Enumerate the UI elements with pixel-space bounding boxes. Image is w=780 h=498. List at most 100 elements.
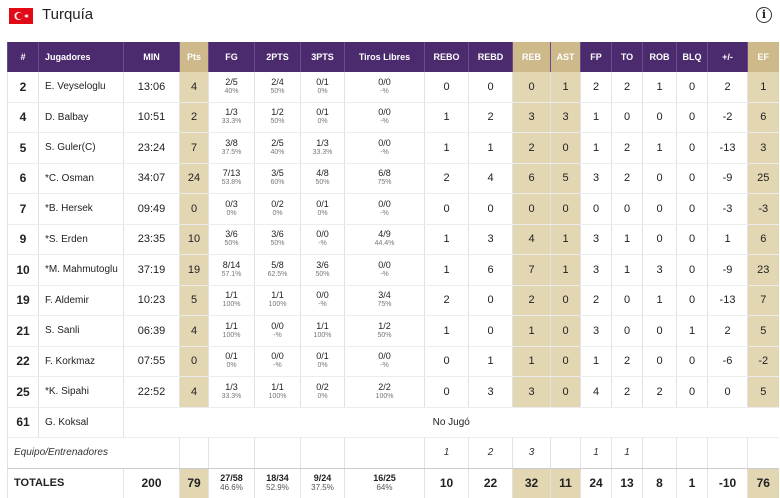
three-pointers-made: 0/0 (316, 229, 329, 240)
assists: 1 (550, 72, 581, 103)
player-name[interactable]: E. Veyseloglu (38, 72, 124, 103)
defensive-rebounds: 4 (468, 163, 513, 194)
field-goals-made: 8/14 (222, 259, 241, 270)
empty-cell (208, 437, 255, 469)
efficiency: -2 (747, 346, 779, 377)
two-pointers: 1/1 100% (254, 376, 301, 408)
empty-cell (300, 437, 345, 469)
column-header-ast[interactable]: AST (550, 42, 581, 72)
points: 5 (179, 285, 209, 316)
defensive-rebounds: 2 (468, 437, 513, 469)
player-name[interactable]: *C. Osman (38, 163, 124, 194)
column-header-pts[interactable]: Pts (179, 42, 209, 72)
column-header-rebd[interactable]: REBD (468, 42, 513, 72)
column-header-rob[interactable]: ROB (642, 42, 677, 72)
player-name[interactable]: F. Korkmaz (38, 346, 124, 377)
column-header-to[interactable]: TO (611, 42, 643, 72)
two-pointers-pct: 60% (270, 179, 285, 187)
minutes: 23:24 (123, 132, 180, 164)
offensive-rebounds: 1 (424, 437, 469, 469)
column-header-[interactable]: # (7, 42, 39, 72)
field-goals-made: 1/1 (225, 290, 238, 301)
blocks: 0 (676, 224, 708, 255)
player-name[interactable]: F. Aldemir (38, 285, 124, 316)
free-throws: 0/0 -% (344, 346, 425, 377)
two-pointers: 3/5 60% (254, 163, 301, 194)
column-header-fp[interactable]: FP (580, 42, 612, 72)
column-header-3pts[interactable]: 3PTS (300, 42, 345, 72)
plus-minus (707, 437, 748, 469)
free-throws-pct: 50% (377, 331, 392, 339)
free-throws-made: 0/0 (378, 351, 391, 362)
info-icon[interactable]: i (756, 7, 772, 23)
column-header-min[interactable]: MIN (123, 42, 180, 72)
player-name[interactable]: G. Koksal (38, 407, 124, 438)
plus-minus: 2 (707, 315, 748, 347)
defensive-rebounds: 3 (468, 224, 513, 255)
minutes: 37:19 (123, 254, 180, 286)
player-name[interactable]: S. Guler(C) (38, 132, 124, 164)
column-header-blq[interactable]: BLQ (676, 42, 708, 72)
offensive-rebounds: 1 (424, 132, 469, 164)
efficiency: 1 (747, 72, 779, 103)
player-name[interactable]: *B. Hersek (38, 193, 124, 225)
free-throws-pct: 75% (377, 301, 392, 309)
column-header-fg[interactable]: FG (208, 42, 255, 72)
minutes: 09:49 (123, 193, 180, 225)
free-throws-made: 0/0 (378, 198, 391, 209)
two-pointers: 0/0 -% (254, 315, 301, 347)
minutes: 200 (123, 468, 180, 498)
efficiency (747, 437, 779, 469)
defensive-rebounds: 0 (468, 72, 513, 103)
assists: 1 (550, 224, 581, 255)
field-goals: 0/3 0% (208, 193, 255, 225)
column-header-jugadores[interactable]: Jugadores (38, 42, 124, 72)
field-goals-made: 3/6 (225, 229, 238, 240)
field-goals-made: 0/1 (225, 351, 238, 362)
free-throws-made: 1/2 (378, 320, 391, 331)
efficiency: 76 (747, 468, 779, 498)
three-pointers-pct: 0% (317, 87, 328, 95)
player-name[interactable]: S. Sanli (38, 315, 124, 347)
column-header-ef[interactable]: EF (747, 42, 779, 72)
efficiency: 7 (747, 285, 779, 316)
fouls: 3 (580, 163, 612, 194)
player-name[interactable]: *K. Sipahi (38, 376, 124, 408)
turnovers: 2 (611, 376, 643, 408)
player-number: 22 (7, 346, 39, 377)
field-goals-made: 0/3 (225, 198, 238, 209)
field-goals-pct: 40% (224, 87, 239, 95)
field-goals-made: 1/1 (225, 320, 238, 331)
table-row-dnp: 61 G. Koksal No Jugó (7, 407, 779, 438)
fouls: 1 (580, 437, 612, 469)
player-name[interactable]: *M. Mahmutoglu (38, 254, 124, 286)
field-goals-made: 27/58 (220, 473, 243, 484)
three-pointers-made: 0/1 (316, 198, 329, 209)
player-name[interactable]: D. Balbay (38, 102, 124, 133)
points: 4 (179, 315, 209, 347)
column-header-reb[interactable]: REB (512, 42, 551, 72)
total-rebounds: 2 (512, 285, 551, 316)
column-header-rebo[interactable]: REBO (424, 42, 469, 72)
total-rebounds: 3 (512, 437, 551, 469)
three-pointers-pct: -% (318, 301, 327, 309)
player-name[interactable]: *S. Erden (38, 224, 124, 255)
column-header-tiros-libres[interactable]: Tiros Libres (344, 42, 425, 72)
totals-row: TOTALES 200 79 27/58 46.6% 18/34 52.9% 9/24 37.5… (7, 468, 779, 498)
plus-minus: -2 (707, 102, 748, 133)
efficiency: 25 (747, 163, 779, 194)
two-pointers-made: 2/4 (271, 76, 284, 87)
field-goals: 0/1 0% (208, 346, 255, 377)
assists: 5 (550, 163, 581, 194)
offensive-rebounds: 1 (424, 102, 469, 133)
column-header-[interactable]: +/- (707, 42, 748, 72)
free-throws: 4/9 44.4% (344, 224, 425, 255)
team-coaches-row: Equipo/Entrenadores 1 2 3 1 1 (7, 437, 779, 469)
free-throws: 16/25 64% (344, 468, 425, 498)
defensive-rebounds: 0 (468, 285, 513, 316)
two-pointers-made: 3/6 (271, 229, 284, 240)
free-throws: 6/8 75% (344, 163, 425, 194)
blocks: 0 (676, 376, 708, 408)
column-header-2pts[interactable]: 2PTS (254, 42, 301, 72)
two-pointers: 0/0 -% (254, 346, 301, 377)
